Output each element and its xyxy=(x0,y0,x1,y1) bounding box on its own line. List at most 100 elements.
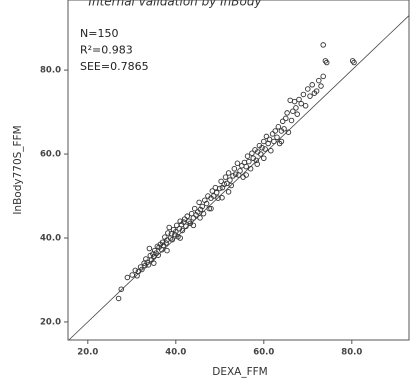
point xyxy=(249,150,255,156)
point xyxy=(163,240,169,246)
point xyxy=(271,138,277,145)
point xyxy=(118,286,124,292)
point xyxy=(313,88,320,94)
point xyxy=(288,117,295,124)
point xyxy=(132,267,139,274)
point xyxy=(300,91,307,98)
point xyxy=(318,83,324,89)
point xyxy=(305,86,311,92)
point xyxy=(323,59,330,66)
point xyxy=(221,181,227,188)
point xyxy=(263,133,270,140)
point xyxy=(212,184,219,191)
y-axis-label: InBody770S_FFM xyxy=(12,125,24,214)
point xyxy=(159,239,166,245)
point xyxy=(253,157,260,164)
stat-annotation: R²=0.983 xyxy=(80,44,133,57)
point xyxy=(266,136,273,143)
point xyxy=(165,230,171,236)
point xyxy=(215,195,221,201)
point xyxy=(272,128,278,134)
point xyxy=(285,129,292,135)
point xyxy=(244,153,251,159)
point xyxy=(227,177,233,183)
point xyxy=(257,151,264,157)
y-tick-label: 60.0 xyxy=(40,150,61,160)
point xyxy=(180,219,187,225)
point xyxy=(208,205,214,212)
point xyxy=(269,131,276,137)
chart-title: Internal validation by InBody xyxy=(88,0,262,9)
point xyxy=(143,256,149,262)
point xyxy=(210,193,217,199)
point xyxy=(294,111,300,117)
plot-area xyxy=(67,0,410,341)
point xyxy=(320,73,326,80)
point xyxy=(190,222,197,229)
point xyxy=(302,103,309,109)
point xyxy=(177,235,183,241)
point xyxy=(243,163,249,170)
stat-annotation: SEE=0.7865 xyxy=(80,60,149,73)
point xyxy=(232,171,239,177)
point xyxy=(296,96,302,103)
point xyxy=(164,247,170,254)
point xyxy=(275,124,282,130)
point xyxy=(184,213,190,219)
x-tick-label: 60.0 xyxy=(253,348,274,358)
point xyxy=(351,59,357,66)
point xyxy=(169,236,176,243)
point xyxy=(145,262,152,268)
point xyxy=(307,93,313,99)
point xyxy=(196,199,202,206)
point xyxy=(278,138,285,145)
point xyxy=(283,115,289,122)
point xyxy=(146,245,153,252)
point xyxy=(168,231,175,237)
point xyxy=(115,295,122,302)
point xyxy=(268,147,274,154)
stat-annotation: N=150 xyxy=(80,27,118,40)
point xyxy=(228,182,234,189)
point xyxy=(219,194,225,201)
point xyxy=(261,138,267,145)
y-tick-label: 40.0 xyxy=(40,234,61,244)
point xyxy=(291,98,298,105)
point xyxy=(183,223,189,229)
point xyxy=(191,205,198,212)
point xyxy=(243,172,249,178)
point xyxy=(206,205,212,212)
y-tick-label: 80.0 xyxy=(40,66,61,76)
point xyxy=(309,82,315,88)
x-tick-label: 20.0 xyxy=(77,348,98,358)
point xyxy=(139,266,145,273)
point xyxy=(176,226,183,232)
point xyxy=(217,185,223,192)
point xyxy=(179,227,186,234)
point xyxy=(190,215,197,221)
point xyxy=(155,252,161,258)
point xyxy=(261,155,267,161)
point xyxy=(246,158,252,165)
point xyxy=(203,200,210,207)
point xyxy=(254,161,260,167)
point xyxy=(224,180,230,187)
point xyxy=(222,174,229,180)
x-tick-label: 80.0 xyxy=(341,348,362,358)
point xyxy=(247,165,254,172)
point xyxy=(197,206,204,213)
point xyxy=(199,203,205,210)
point xyxy=(316,77,322,84)
x-axis-label: DEXA_FFM xyxy=(212,366,267,378)
point xyxy=(200,210,207,217)
x-tick-label: 40.0 xyxy=(165,348,186,358)
point xyxy=(287,97,293,104)
point xyxy=(166,224,172,231)
point xyxy=(173,228,179,235)
point xyxy=(284,110,290,116)
point xyxy=(234,160,241,167)
point xyxy=(197,215,203,221)
point xyxy=(177,218,183,224)
point xyxy=(298,100,304,107)
